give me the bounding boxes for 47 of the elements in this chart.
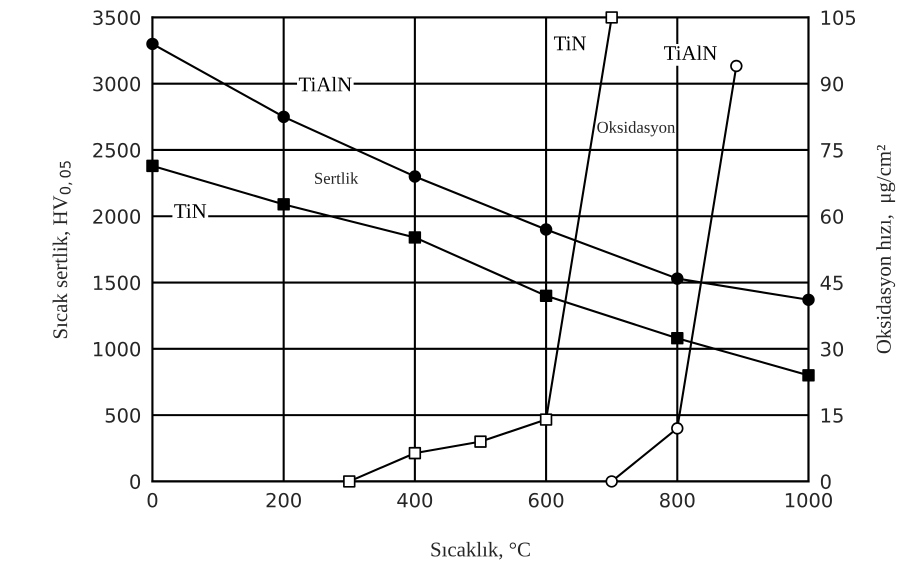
y-tick-label: 1500: [94, 276, 140, 290]
point: [671, 422, 684, 435]
y2-axis-title: Oksidasyon hızı, μg/cm²: [876, 145, 896, 354]
y2-tick-label: 105: [822, 10, 856, 26]
series-label: TiN: [554, 36, 586, 50]
x-tick-label: 800: [660, 492, 695, 508]
x-tick-label: 1000: [786, 492, 832, 508]
series-label: TiN: [174, 204, 206, 218]
y2-tick-label: 90: [820, 76, 844, 92]
point: [408, 446, 422, 460]
x-tick-label: 200: [266, 492, 301, 508]
annotation: Sertlik: [315, 172, 358, 184]
x-tick-label: 600: [528, 492, 564, 508]
point: [671, 272, 684, 285]
point: [408, 231, 422, 244]
y-tick-label: 1000: [94, 342, 140, 356]
point: [671, 332, 684, 344]
y2-tick-label: 30: [821, 342, 844, 356]
point: [540, 290, 552, 302]
point: [605, 11, 618, 24]
point: [540, 223, 552, 236]
x-tick-label: 400: [397, 492, 432, 508]
x-tick-label: 0: [148, 492, 158, 508]
y2-tick-label: 75: [821, 143, 843, 158]
point: [730, 60, 743, 72]
point: [408, 170, 422, 183]
y-tick-label: 2000: [93, 209, 140, 224]
y-tick-label: 3500: [93, 10, 140, 26]
y-tick-label: 500: [106, 408, 140, 423]
y-axis-title: Sıcak sertlik, HV$_{0,05}$: [52, 161, 72, 338]
series-label: TiAlN: [298, 76, 352, 92]
y-tick-label: 0: [130, 474, 140, 490]
point: [605, 475, 618, 488]
y2-tick-label: 45: [820, 276, 843, 290]
y2-tick-label: 60: [820, 209, 844, 224]
x-axis-title: Sıcaklık, °C: [431, 542, 530, 560]
y2-tick-label: 15: [822, 408, 843, 423]
point: [474, 435, 487, 448]
y-tick-label: 3000: [93, 76, 140, 92]
point: [540, 413, 552, 426]
point: [343, 475, 356, 488]
y2-tick-label: 0: [820, 474, 831, 490]
annotation: Oksidasyon: [597, 121, 676, 136]
point: [277, 110, 290, 124]
point: [277, 198, 290, 211]
series-label: TiAlN: [664, 45, 717, 60]
y-tick-label: 2500: [93, 142, 140, 158]
